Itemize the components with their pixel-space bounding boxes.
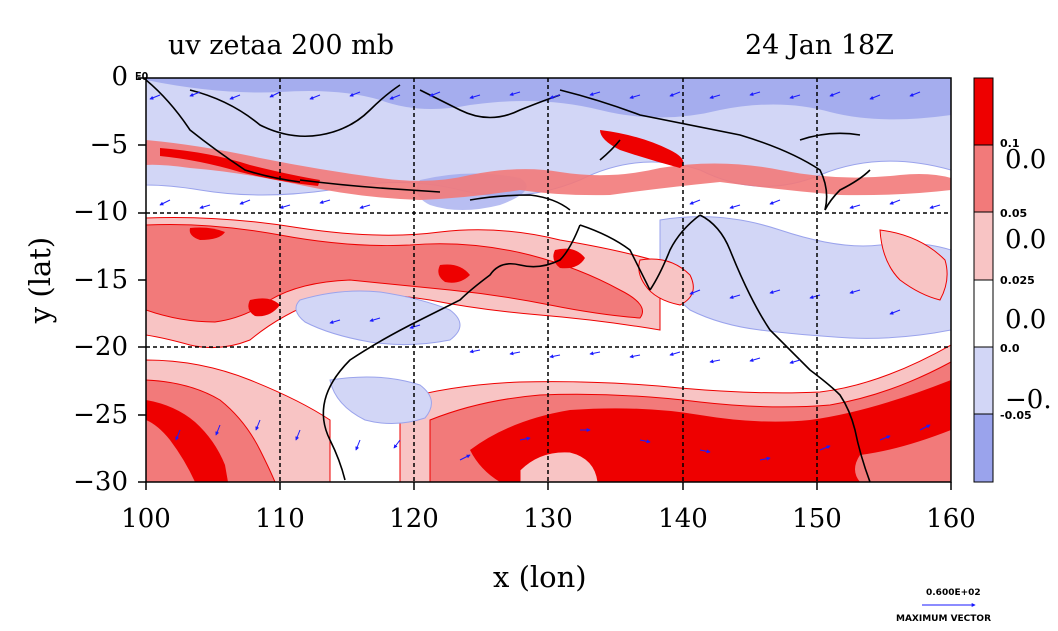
positive-vorticity-region	[146, 379, 276, 482]
colorbar-label: 0.0	[1000, 342, 1020, 355]
positive-vorticity-region	[438, 264, 470, 283]
positive-vorticity-region	[189, 227, 225, 240]
y-tick-label: −5	[89, 130, 128, 160]
positive-vorticity-region	[248, 298, 280, 317]
colorbar-label: 0.05	[1000, 207, 1028, 220]
colorbar-large-label: 0.0	[1005, 305, 1047, 335]
positive-vorticity-region	[553, 248, 585, 269]
y-tick-label: −15	[73, 265, 128, 295]
max-vector-value: 0.600E+02	[926, 588, 981, 598]
positive-vorticity-region	[519, 451, 599, 482]
map-title: uv zetaa 200 mb	[168, 30, 395, 61]
colorbar-large-label: −0.	[1005, 385, 1052, 415]
colorbar-label: -0.05	[1000, 409, 1032, 422]
colorbar	[973, 77, 994, 483]
map-valid-time: 24 Jan 18Z	[745, 30, 894, 61]
x-tick-label: 110	[255, 504, 305, 534]
y-tick-label: −20	[73, 332, 128, 362]
colorbar-label: 0.1	[1000, 137, 1020, 150]
colorbar-large-label: 0.0	[1005, 145, 1047, 175]
negative-vorticity-region	[329, 376, 432, 424]
grid-lines	[146, 78, 951, 482]
max-vector-label: MAXIMUM VECTOR	[896, 614, 992, 624]
coastlines	[146, 79, 871, 482]
equator-label: EQ	[135, 70, 149, 83]
colorbar-label: 0.025	[1000, 274, 1035, 287]
positive-vorticity-region	[600, 130, 684, 168]
x-tick-label: 130	[523, 504, 573, 534]
axis-ticks	[138, 77, 952, 490]
y-tick-label: −10	[73, 197, 128, 227]
x-tick-label: 140	[658, 504, 708, 534]
negative-vorticity-region	[659, 216, 951, 339]
positive-vorticity-region	[146, 400, 228, 482]
x-tick-label: 100	[121, 504, 171, 534]
wind-vectors	[149, 91, 941, 461]
positive-vorticity-region	[470, 380, 951, 482]
positive-vorticity-region	[638, 258, 694, 306]
negative-vorticity-region	[295, 290, 461, 346]
y-tick-label: 0	[111, 62, 128, 92]
x-tick-label: 120	[389, 504, 439, 534]
colorbar-large-label: 0.0	[1005, 225, 1047, 255]
y-tick-label: −30	[73, 467, 128, 497]
x-tick-label: 160	[926, 504, 976, 534]
x-axis-label: x (lon)	[493, 560, 587, 594]
y-tick-label: −25	[73, 400, 128, 430]
x-tick-label: 150	[792, 504, 842, 534]
positive-vorticity-region	[879, 229, 948, 301]
